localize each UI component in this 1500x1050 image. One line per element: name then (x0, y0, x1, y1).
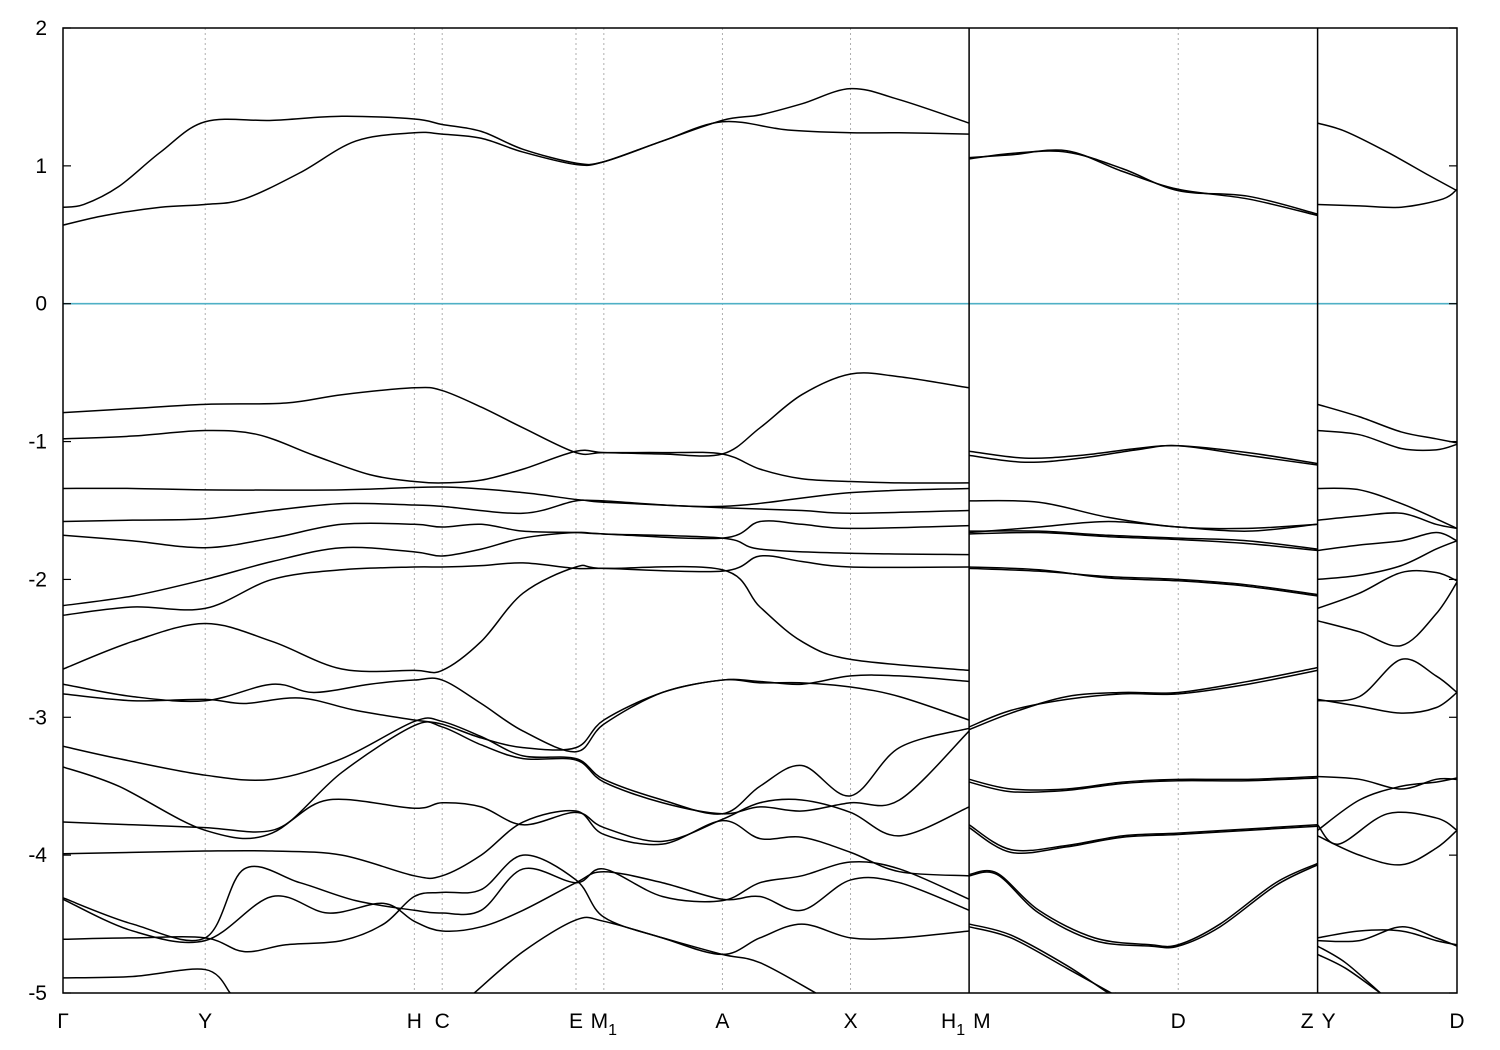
band-line (968, 926, 1112, 993)
band-line (63, 554, 970, 617)
band-line (63, 499, 970, 523)
band-line (969, 520, 1318, 534)
band-line (1317, 775, 1457, 790)
band-line (63, 854, 970, 956)
band-line (1317, 122, 1457, 192)
band-line (969, 150, 1318, 215)
band-line (63, 809, 970, 880)
band-line (63, 120, 970, 226)
plot-frame (62, 27, 1458, 994)
band-line (63, 674, 970, 753)
band-line (63, 429, 970, 484)
y-tick-label: -4 (28, 844, 47, 867)
y-tick-label: -3 (28, 706, 47, 729)
band-line (969, 530, 1318, 550)
band-line (63, 87, 970, 208)
band-line (63, 372, 970, 457)
band-line (1317, 512, 1457, 530)
kpoint-label: C (435, 1010, 450, 1033)
band-line (63, 531, 970, 607)
kpoint-label: H1 (941, 1010, 965, 1039)
y-tick-label: 1 (35, 155, 47, 178)
band-line (969, 444, 1318, 465)
band-line (1317, 540, 1457, 581)
kpoint-label: X (844, 1010, 858, 1033)
x-axis-kpoint-labels: Γ Y H C E M1 A X H1 M D Z Y D (57, 1010, 1464, 1039)
band-line (968, 669, 1318, 728)
band-line (1317, 929, 1457, 946)
band-line (63, 678, 970, 751)
kpoint-label: D (1171, 1010, 1186, 1033)
band-line (969, 567, 1318, 596)
band-lines (63, 87, 1457, 993)
band-line (63, 798, 970, 843)
band-line (63, 564, 970, 674)
band-line (968, 824, 1318, 852)
band-line (1317, 569, 1457, 610)
band-line (968, 775, 1318, 791)
kpoint-label: H (407, 1010, 422, 1033)
band-line (63, 486, 970, 508)
y-tick-label: 0 (35, 293, 47, 316)
kpoint-label: A (715, 1010, 729, 1033)
band-line (1317, 531, 1457, 552)
band-line (1317, 777, 1457, 831)
band-line (1317, 658, 1457, 702)
band-line (969, 444, 1318, 466)
band-line (968, 923, 1116, 993)
y-tick-label: -2 (28, 568, 47, 591)
kpoint-label: Y (1322, 1010, 1336, 1033)
band-line (1317, 829, 1457, 866)
kpoint-label: D (1449, 1010, 1464, 1033)
band-line (968, 666, 1318, 731)
y-tick-label: -1 (28, 431, 47, 454)
band-line (1317, 403, 1457, 444)
band-line (1317, 926, 1457, 947)
band-line (968, 862, 1318, 948)
band-line (1317, 953, 1381, 993)
band-line (473, 916, 817, 993)
band-line (63, 721, 970, 840)
kpoint-label: M (973, 1010, 991, 1033)
y-axis-ticks: 2 1 0 -1 -2 -3 -4 -5 (28, 17, 1457, 1005)
y-tick-label: -5 (28, 982, 47, 1005)
kpoint-label: Y (198, 1010, 212, 1033)
kpoint-label: Γ (57, 1010, 69, 1033)
band-line (1317, 188, 1457, 209)
band-line (968, 825, 1318, 854)
band-line (63, 717, 970, 815)
kpoint-label: Z (1301, 1010, 1314, 1033)
band-line (63, 870, 970, 944)
band-line (968, 864, 1318, 949)
kpoint-label: E (569, 1010, 583, 1033)
band-line (63, 861, 970, 942)
band-line (1317, 581, 1457, 647)
segment-breaks (968, 28, 1319, 993)
band-line (1317, 691, 1457, 714)
band-line (969, 566, 1318, 597)
y-tick-label: 2 (35, 17, 47, 40)
band-line (1317, 945, 1381, 993)
band-line (968, 777, 1318, 794)
band-line (63, 520, 970, 549)
band-line (1317, 429, 1457, 452)
kpoint-label: M1 (591, 1010, 618, 1039)
band-line (63, 968, 231, 993)
band-line (1317, 487, 1457, 530)
band-line (969, 149, 1318, 217)
band-line (969, 531, 1318, 552)
